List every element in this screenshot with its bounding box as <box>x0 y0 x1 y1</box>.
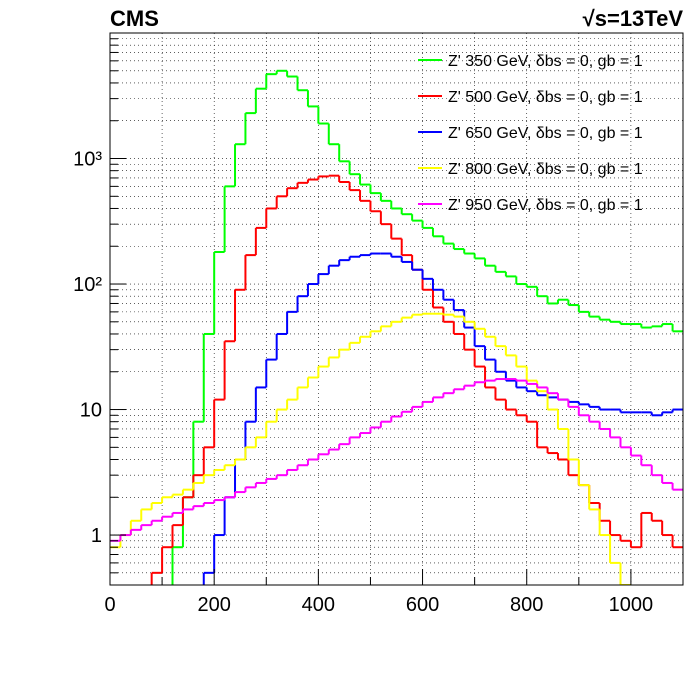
plot-frame <box>109 32 684 586</box>
y-tick-label: 1 <box>91 525 102 547</box>
y-tick-label: 10³ <box>73 149 102 171</box>
legend-label: Z' 950 GeV, δbs = 0, gb = 1 <box>448 197 643 214</box>
legend-label: Z' 650 GeV, δbs = 0, gb = 1 <box>448 125 643 142</box>
plot-area <box>110 69 683 585</box>
y-tick-label: 10² <box>73 274 102 296</box>
x-tick-label: 1000 <box>609 594 654 616</box>
legend: Z' 350 GeV, δbs = 0, gb = 1 Z' 500 GeV, δ… <box>418 53 643 214</box>
chart-subtitle: √s=13TeV <box>583 6 684 31</box>
axes: 1 10 10² 10³ 0 200 400 600 800 1000 <box>73 38 684 616</box>
x-tick-label: 800 <box>510 594 543 616</box>
legend-label: Z' 350 GeV, δbs = 0, gb = 1 <box>448 53 643 70</box>
legend-label: Z' 500 GeV, δbs = 0, gb = 1 <box>448 89 643 106</box>
legend-label: Z' 800 GeV, δbs = 0, gb = 1 <box>448 161 643 178</box>
x-tick-label: 0 <box>104 594 115 616</box>
y-tick-label: 10 <box>80 400 102 422</box>
x-tick-label: 400 <box>302 594 335 616</box>
x-tick-label: 200 <box>197 594 230 616</box>
chart-title: CMS <box>110 6 159 31</box>
x-tick-label: 600 <box>406 594 439 616</box>
